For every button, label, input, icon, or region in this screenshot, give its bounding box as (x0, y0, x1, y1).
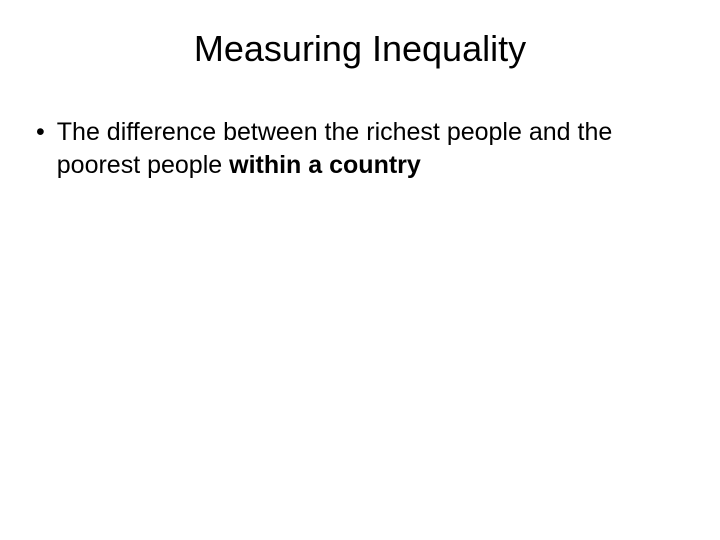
bullet-marker: • (36, 116, 45, 149)
bullet-item: • The difference between the richest peo… (36, 116, 672, 181)
bullet-text-bold: within a country (229, 151, 421, 179)
slide-container: Measuring Inequality • The difference be… (0, 0, 720, 540)
bullet-text: The difference between the richest peopl… (57, 116, 672, 181)
slide-content: • The difference between the richest peo… (0, 116, 720, 181)
slide-title: Measuring Inequality (0, 28, 720, 70)
